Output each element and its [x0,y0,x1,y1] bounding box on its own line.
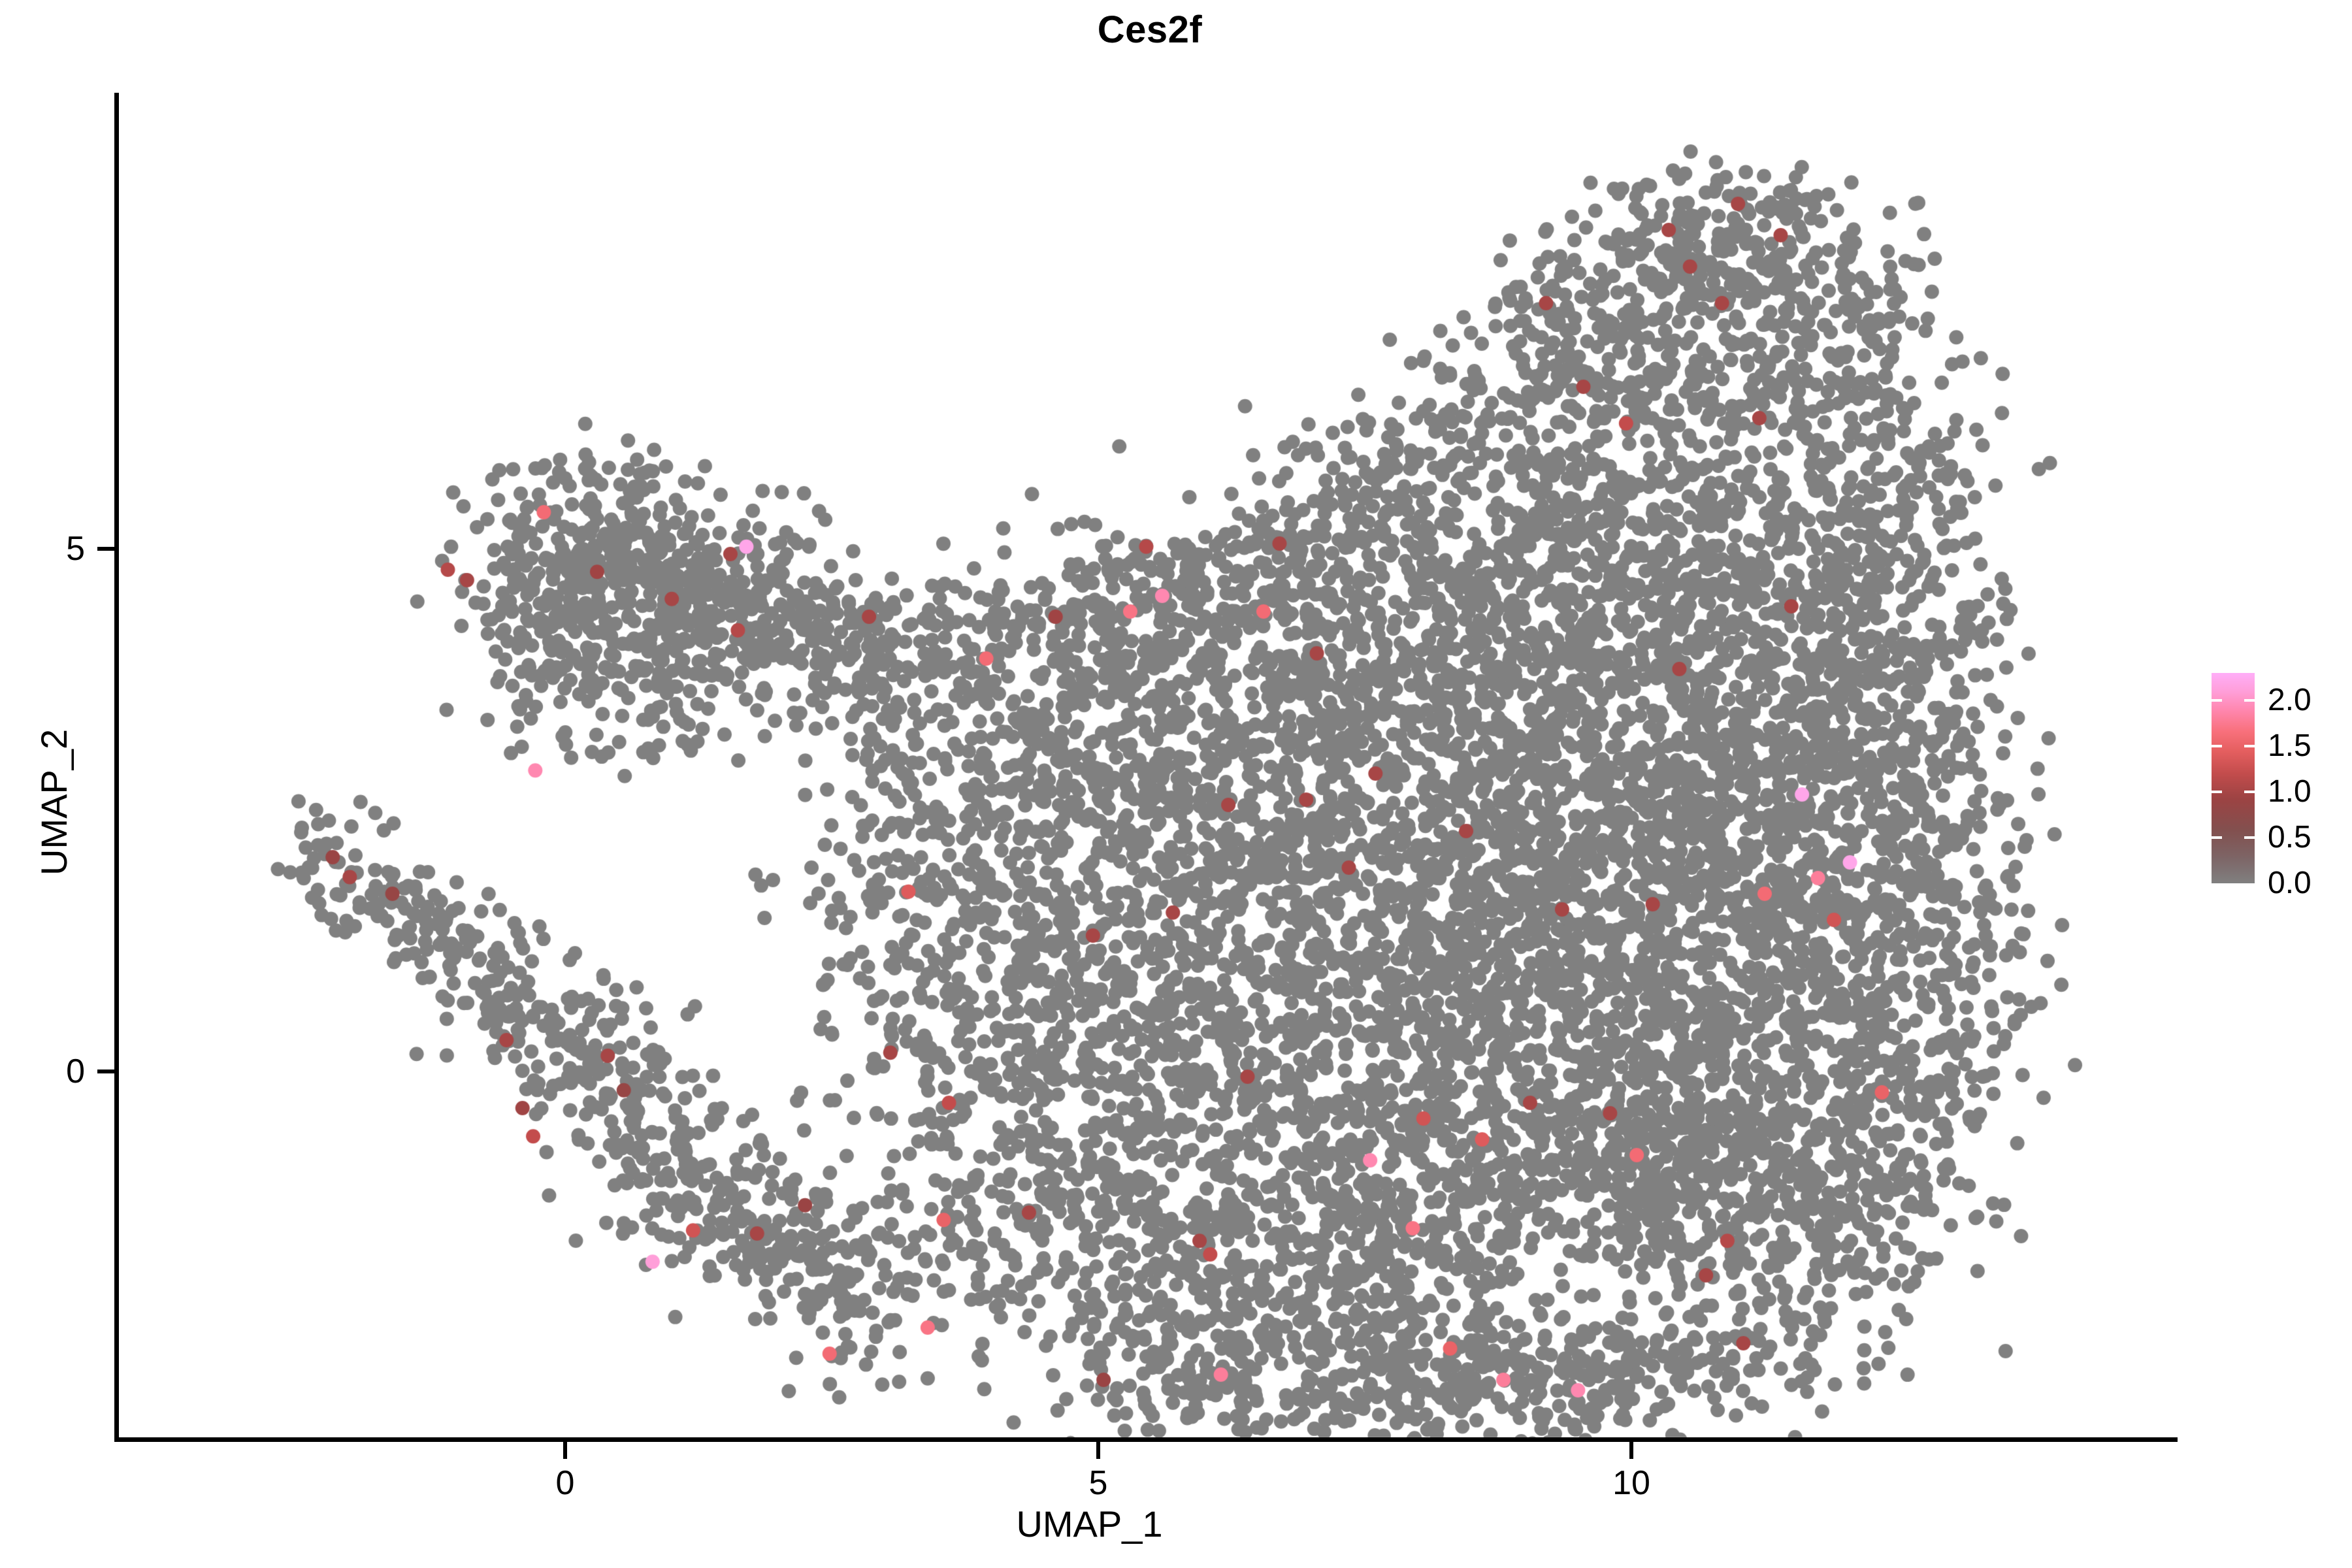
x-tick-label-10: 10 [1612,1464,1650,1502]
colorbar-label-1.0: 1.0 [2268,774,2311,809]
x-tick-label-5: 5 [1088,1464,1108,1502]
colorbar-label-0.0: 0.0 [2268,866,2311,900]
y-axis-line [114,93,119,1442]
x-tick-mark-0 [563,1442,567,1459]
colorbar-label-0.5: 0.5 [2268,820,2311,855]
colorbar-tick-2.0 [2212,699,2255,702]
y-tick-label-5: 5 [66,530,85,568]
colorbar-tick-1.5 [2212,745,2255,747]
colorbar-tick-0.5 [2212,836,2255,839]
page-title: Ces2f [1097,8,1203,51]
x-axis-line [114,1437,2178,1442]
x-tick-label-0: 0 [555,1464,575,1502]
colorbar-gradient [2212,673,2255,883]
y-tick-mark-0 [97,1070,114,1073]
x-axis-title: UMAP_1 [1016,1503,1163,1544]
x-tick-mark-10 [1629,1442,1633,1459]
colorbar-label-2.0: 2.0 [2268,683,2311,717]
y-tick-mark-5 [97,547,114,551]
y-axis-title: UMAP_2 [33,728,74,875]
y-tick-label-0: 0 [66,1053,85,1090]
colorbar-tick-1.0 [2212,791,2255,793]
colorbar-label-1.5: 1.5 [2268,728,2311,763]
x-tick-mark-5 [1096,1442,1100,1459]
